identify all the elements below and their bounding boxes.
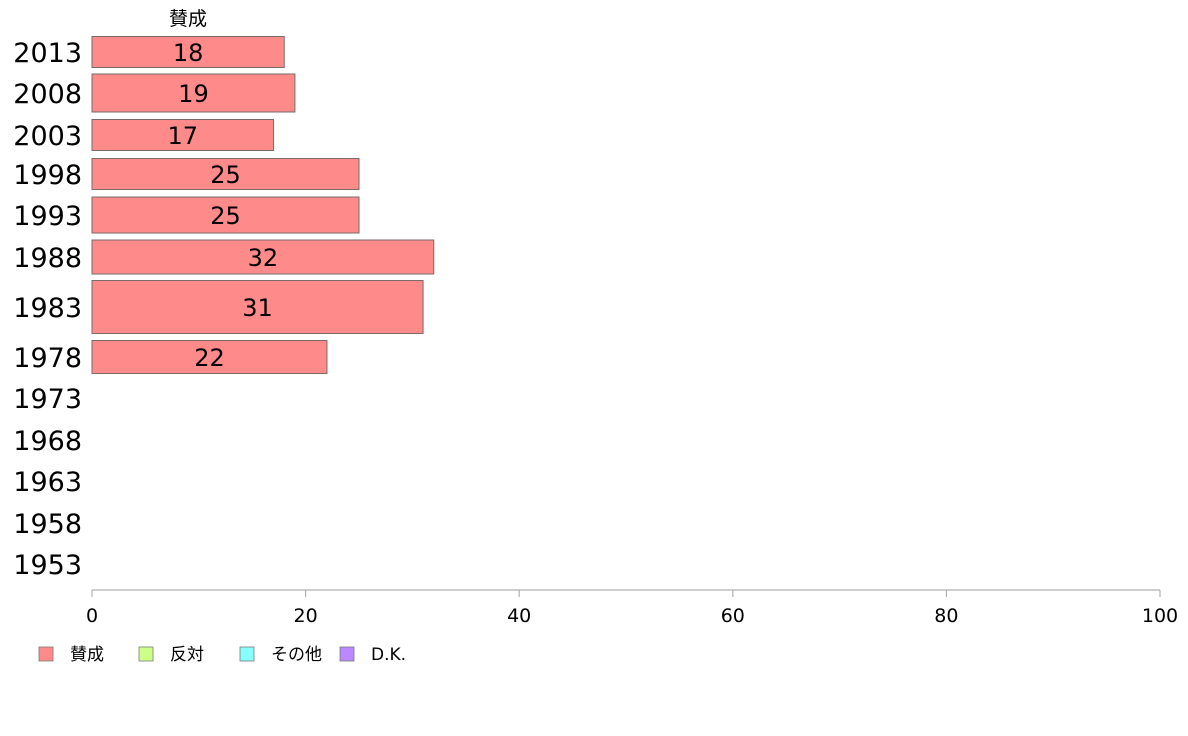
bar-2008 — [91, 73, 296, 113]
year-label: 1953 — [13, 550, 82, 581]
legend-swatch — [38, 646, 54, 662]
x-tick-label: 40 — [507, 605, 531, 627]
bar-1998 — [91, 158, 360, 190]
year-labels-layer: 2013 2008 2003 1998 1993 1988 1983 1978 1973 1968… — [13, 38, 82, 581]
value-label: 19 — [178, 80, 209, 108]
value-label: 32 — [248, 244, 279, 272]
value-label: 31 — [242, 294, 273, 322]
bar-1993 — [91, 196, 360, 234]
year-label: 1963 — [13, 467, 82, 498]
legend-swatch — [239, 646, 255, 662]
value-label: 25 — [210, 202, 241, 230]
value-label: 25 — [210, 161, 241, 189]
x-axis: 0 20 40 60 80 100 — [86, 589, 1178, 627]
x-tick-label: 0 — [86, 605, 98, 627]
year-label: 1978 — [13, 343, 82, 374]
year-label: 1998 — [13, 160, 82, 191]
bar-2013 — [91, 36, 285, 68]
bar-2003 — [91, 119, 275, 151]
year-label: 1988 — [13, 243, 82, 274]
year-label: 2003 — [13, 121, 82, 152]
legend-label: その他 — [271, 645, 322, 665]
legend-label: 反対 — [170, 645, 204, 665]
x-tick-label: 100 — [1142, 605, 1178, 627]
bar-1988 — [91, 239, 435, 275]
year-label: 1983 — [13, 293, 82, 324]
value-label: 17 — [168, 122, 199, 150]
x-tick-label: 20 — [294, 605, 318, 627]
x-tick-label: 60 — [721, 605, 745, 627]
value-label: 18 — [173, 39, 204, 67]
x-tick-label: 80 — [934, 605, 958, 627]
column-header: 賛成 — [169, 8, 207, 30]
year-label: 1973 — [13, 384, 82, 415]
value-label: 22 — [194, 344, 225, 372]
legend-label: 賛成 — [70, 645, 104, 665]
year-label: 2008 — [13, 79, 82, 110]
column-header-layer: 賛成 — [169, 8, 207, 30]
year-label: 1968 — [13, 426, 82, 457]
legend: 賛成 反対 その他 D.K. — [38, 645, 406, 665]
year-label: 1993 — [13, 201, 82, 232]
bar-1983 — [91, 280, 424, 334]
legend-swatch — [339, 646, 355, 662]
legend-label: D.K. — [371, 645, 406, 665]
legend-swatch — [138, 646, 154, 662]
year-label: 2013 — [13, 38, 82, 69]
year-label: 1958 — [13, 509, 82, 540]
bar-1978 — [91, 340, 328, 374]
